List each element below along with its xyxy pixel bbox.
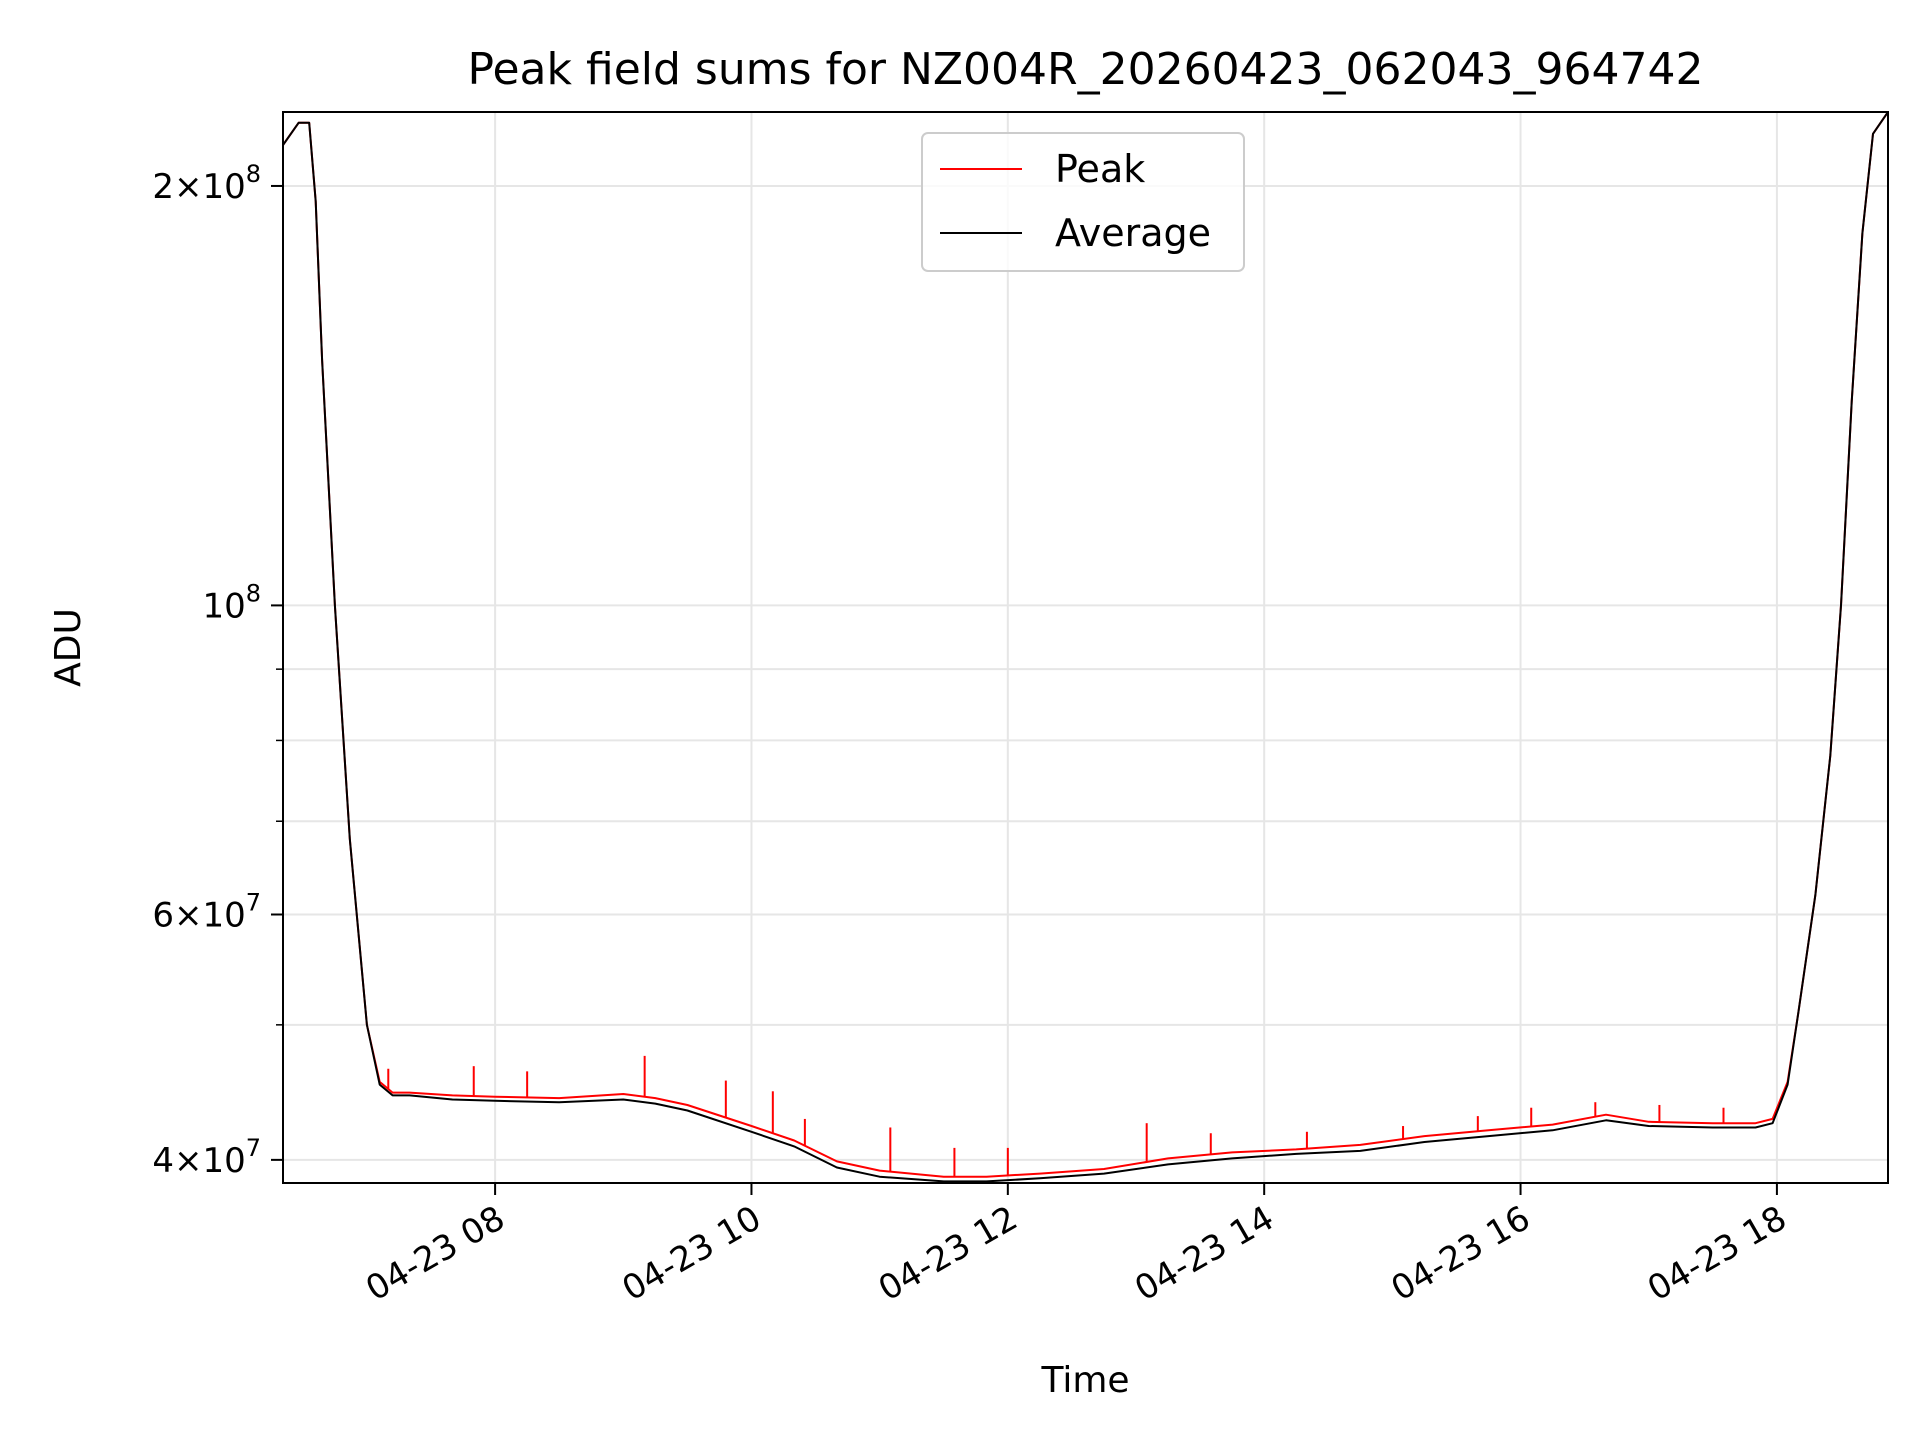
plot-lines (283, 112, 1888, 1183)
plot-frame (282, 111, 1889, 1184)
chart-title: Peak field sums for NZ004R_20260423_0620… (468, 44, 1704, 95)
legend: Peak Average (921, 132, 1245, 272)
y-axis-title: ADU (48, 608, 89, 687)
y-tick-label: 108 (202, 579, 261, 626)
y-tick-label: 2×108 (152, 160, 261, 207)
legend-label: Peak (1055, 147, 1145, 191)
series-line-average (283, 112, 1888, 1183)
y-tick-label: 6×107 (152, 889, 261, 936)
x-axis-title: Time (1040, 1360, 1129, 1401)
legend-label: Average (1055, 211, 1211, 255)
y-tick-label: 4×107 (152, 1134, 261, 1181)
legend-box (921, 132, 1245, 272)
